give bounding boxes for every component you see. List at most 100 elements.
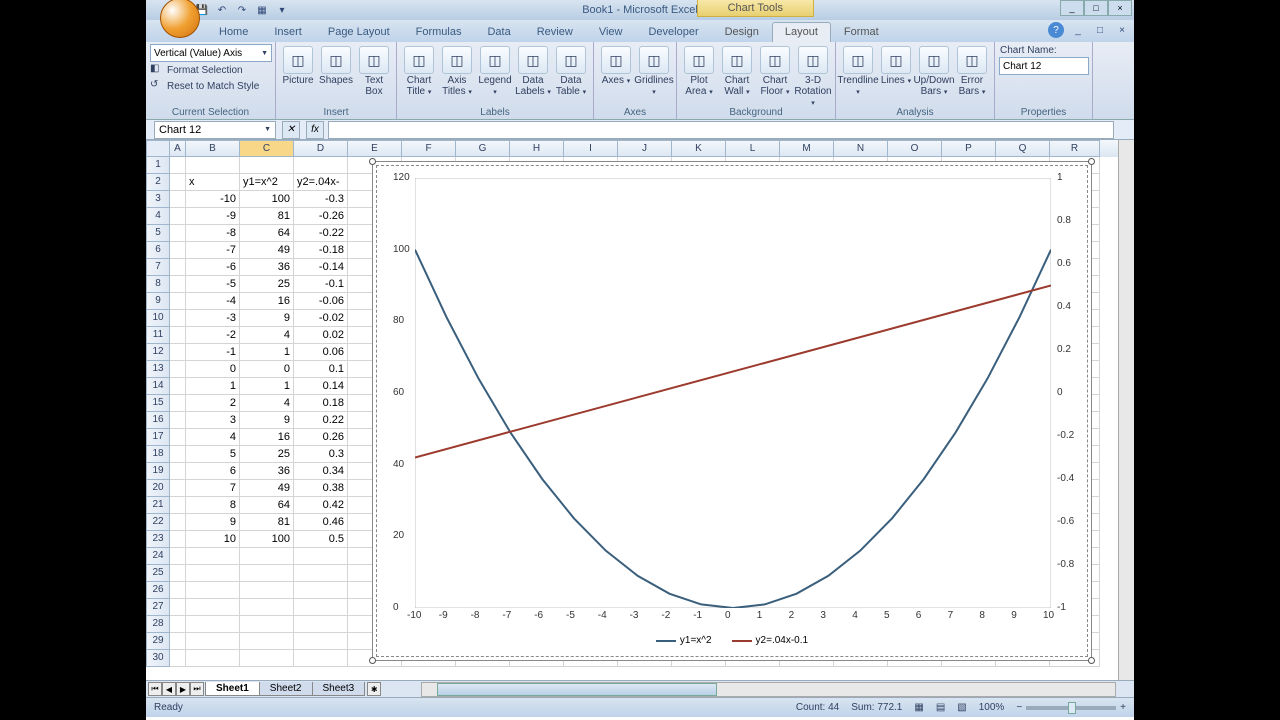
cell[interactable]: 25 (240, 276, 294, 293)
cell[interactable]: 0.02 (294, 327, 348, 344)
data-table-button[interactable]: ◫DataTable ▾ (553, 44, 589, 97)
cell[interactable]: -0.22 (294, 225, 348, 242)
cell[interactable]: 0.42 (294, 497, 348, 514)
cell[interactable] (240, 616, 294, 633)
column-header-E[interactable]: E (348, 140, 402, 157)
cell[interactable] (170, 616, 186, 633)
cell[interactable] (170, 463, 186, 480)
cell[interactable]: x (186, 174, 240, 191)
cell[interactable]: 1 (240, 378, 294, 395)
tab-view[interactable]: View (586, 22, 636, 42)
row-header[interactable]: 28 (146, 616, 170, 633)
legend-item-y1[interactable]: y1=x^2 (656, 635, 712, 646)
cell[interactable] (240, 548, 294, 565)
cell[interactable]: -0.14 (294, 259, 348, 276)
cell[interactable] (170, 633, 186, 650)
cell[interactable]: -10 (186, 191, 240, 208)
cell[interactable] (294, 565, 348, 582)
sheet-tab-sheet2[interactable]: Sheet2 (259, 682, 313, 696)
cell[interactable] (294, 616, 348, 633)
cell[interactable]: 81 (240, 208, 294, 225)
cell[interactable]: -5 (186, 276, 240, 293)
row-header[interactable]: 25 (146, 565, 170, 582)
cell[interactable] (170, 361, 186, 378)
chart-element-dropdown[interactable]: Vertical (Value) Axis▼ (150, 44, 272, 62)
doc-restore-icon[interactable]: □ (1092, 22, 1108, 38)
zoom-level[interactable]: 100% (979, 702, 1005, 713)
textbox-button[interactable]: ◫TextBox (356, 44, 392, 97)
cell[interactable]: 0.06 (294, 344, 348, 361)
cell[interactable]: 0.5 (294, 531, 348, 548)
cell[interactable] (186, 599, 240, 616)
picture-button[interactable]: ◫Picture (280, 44, 316, 86)
column-header-H[interactable]: H (510, 140, 564, 157)
cell[interactable] (294, 157, 348, 174)
column-header-J[interactable]: J (618, 140, 672, 157)
view-layout-icon[interactable]: ▤ (936, 702, 945, 713)
column-header-A[interactable]: A (170, 140, 186, 157)
cell[interactable] (170, 242, 186, 259)
cell[interactable] (170, 395, 186, 412)
view-normal-icon[interactable]: ▦ (914, 702, 923, 713)
print-icon[interactable]: ▦ (254, 2, 270, 18)
row-header[interactable]: 2 (146, 174, 170, 191)
cell[interactable]: 0.34 (294, 463, 348, 480)
row-header[interactable]: 20 (146, 480, 170, 497)
sheet-tab-sheet1[interactable]: Sheet1 (205, 682, 260, 696)
cell[interactable]: -2 (186, 327, 240, 344)
resize-handle[interactable] (1088, 657, 1095, 664)
tab-formulas[interactable]: Formulas (403, 22, 475, 42)
row-header[interactable]: 23 (146, 531, 170, 548)
data-labels-button[interactable]: ◫DataLabels ▾ (515, 44, 551, 97)
column-header-N[interactable]: N (834, 140, 888, 157)
chart-title-button[interactable]: ◫ChartTitle ▾ (401, 44, 437, 97)
tab-insert[interactable]: Insert (261, 22, 315, 42)
cell[interactable]: 49 (240, 480, 294, 497)
cell[interactable]: 4 (186, 429, 240, 446)
row-header[interactable]: 1 (146, 157, 170, 174)
cell[interactable]: 25 (240, 446, 294, 463)
cell[interactable] (170, 208, 186, 225)
row-header[interactable]: 3 (146, 191, 170, 208)
cell[interactable] (186, 616, 240, 633)
cell[interactable] (170, 514, 186, 531)
cell[interactable]: -0.3 (294, 191, 348, 208)
cell[interactable]: 0.1 (294, 361, 348, 378)
cell[interactable]: 9 (240, 412, 294, 429)
select-all-corner[interactable] (146, 140, 170, 157)
row-header[interactable]: 15 (146, 395, 170, 412)
cell[interactable] (170, 548, 186, 565)
maximize-button[interactable]: □ (1084, 0, 1108, 16)
resize-handle[interactable] (369, 657, 376, 664)
chart-wall-button[interactable]: ◫ChartWall ▾ (719, 44, 755, 97)
sheet-nav-prev[interactable]: ◀ (162, 682, 176, 696)
cell[interactable]: 7 (186, 480, 240, 497)
cell[interactable]: 16 (240, 293, 294, 310)
cell[interactable]: 0.3 (294, 446, 348, 463)
cell[interactable] (170, 412, 186, 429)
cell[interactable]: 100 (240, 191, 294, 208)
cell[interactable] (294, 548, 348, 565)
row-header[interactable]: 18 (146, 446, 170, 463)
cell[interactable] (170, 582, 186, 599)
row-header[interactable]: 30 (146, 650, 170, 667)
chart-floor-button[interactable]: ◫ChartFloor ▾ (757, 44, 793, 97)
cell[interactable]: 36 (240, 463, 294, 480)
cell[interactable]: -3 (186, 310, 240, 327)
close-button[interactable]: × (1108, 0, 1132, 16)
error-bars-button[interactable]: ◫ErrorBars ▾ (954, 44, 990, 97)
row-header[interactable]: 16 (146, 412, 170, 429)
cell[interactable] (170, 429, 186, 446)
cell[interactable]: 1 (240, 344, 294, 361)
cell[interactable] (240, 599, 294, 616)
cell[interactable] (170, 565, 186, 582)
row-header[interactable]: 9 (146, 293, 170, 310)
column-header-G[interactable]: G (456, 140, 510, 157)
column-header-C[interactable]: C (240, 140, 294, 157)
sheet-tab-sheet3[interactable]: Sheet3 (312, 682, 366, 696)
row-header[interactable]: 10 (146, 310, 170, 327)
sheet-nav-last[interactable]: ⏭ (190, 682, 204, 696)
cell[interactable] (294, 599, 348, 616)
cell[interactable] (240, 565, 294, 582)
row-header[interactable]: 27 (146, 599, 170, 616)
